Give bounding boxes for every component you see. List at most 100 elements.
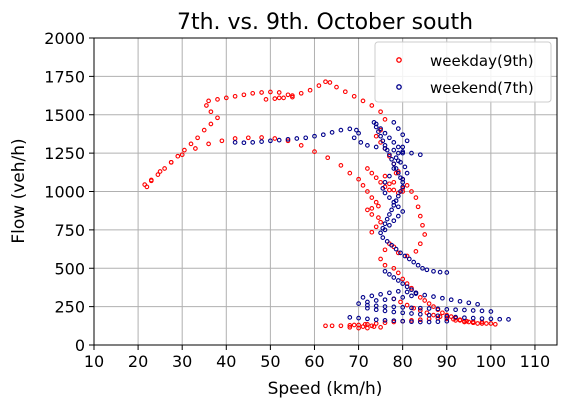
data-point bbox=[391, 275, 397, 280]
legend-label-weekday: weekday(9th) bbox=[430, 52, 534, 70]
data-point bbox=[320, 132, 326, 138]
data-point bbox=[395, 144, 401, 150]
data-point bbox=[155, 172, 161, 177]
data-point bbox=[393, 155, 399, 161]
data-point bbox=[453, 314, 458, 320]
data-point bbox=[323, 79, 328, 85]
data-point bbox=[259, 139, 264, 144]
data-point bbox=[409, 319, 414, 325]
data-point bbox=[404, 138, 410, 144]
data-point bbox=[440, 310, 445, 316]
data-point bbox=[380, 235, 386, 240]
data-point bbox=[431, 268, 436, 274]
data-point bbox=[356, 176, 361, 182]
data-point bbox=[398, 189, 403, 194]
data-point bbox=[402, 164, 408, 170]
x-tick-label: 50 bbox=[260, 352, 280, 371]
x-tick-label: 110 bbox=[520, 352, 551, 371]
data-point bbox=[387, 173, 392, 179]
data-point bbox=[373, 298, 379, 303]
data-point bbox=[232, 136, 238, 141]
data-point bbox=[351, 135, 357, 141]
x-axis-label: Speed (km/h) bbox=[268, 379, 383, 399]
data-point bbox=[272, 136, 278, 141]
data-point bbox=[466, 300, 472, 306]
data-point bbox=[338, 163, 344, 168]
data-point bbox=[479, 308, 485, 314]
data-point bbox=[464, 318, 469, 324]
data-point bbox=[369, 170, 375, 176]
data-point bbox=[365, 305, 370, 311]
data-point bbox=[424, 267, 430, 273]
data-point bbox=[395, 126, 401, 131]
data-point bbox=[329, 130, 335, 135]
data-point bbox=[382, 221, 388, 227]
data-point bbox=[426, 301, 432, 306]
data-point bbox=[215, 115, 220, 121]
data-point bbox=[259, 90, 264, 95]
data-point bbox=[188, 141, 194, 147]
data-point bbox=[354, 127, 359, 133]
data-point bbox=[453, 307, 458, 313]
data-point bbox=[272, 96, 278, 101]
data-point bbox=[376, 215, 381, 220]
x-tick-label: 100 bbox=[476, 352, 507, 371]
data-point bbox=[404, 170, 410, 176]
data-point bbox=[400, 295, 406, 300]
data-point bbox=[413, 249, 419, 254]
data-point bbox=[298, 143, 304, 148]
data-point bbox=[259, 135, 264, 140]
data-point bbox=[395, 270, 401, 276]
data-point bbox=[219, 138, 225, 144]
data-point bbox=[475, 321, 480, 326]
data-point bbox=[431, 294, 436, 299]
data-point bbox=[404, 289, 410, 295]
data-point bbox=[409, 287, 414, 293]
y-tick-label: 750 bbox=[54, 221, 85, 240]
data-point bbox=[437, 269, 443, 275]
data-point bbox=[506, 317, 511, 322]
data-point bbox=[347, 323, 353, 328]
legend: weekday(9th) weekend(7th) bbox=[374, 41, 552, 103]
data-point bbox=[488, 321, 494, 326]
data-point bbox=[162, 166, 167, 171]
data-point bbox=[444, 318, 450, 324]
data-point bbox=[417, 317, 423, 323]
data-point bbox=[382, 268, 388, 274]
data-point bbox=[415, 204, 421, 210]
data-point bbox=[384, 147, 390, 153]
data-point bbox=[426, 306, 432, 311]
data-point bbox=[395, 150, 401, 156]
data-point bbox=[400, 281, 406, 286]
data-point bbox=[400, 310, 406, 316]
data-point bbox=[391, 179, 397, 185]
data-point bbox=[391, 120, 397, 125]
data-point bbox=[142, 182, 148, 187]
data-point bbox=[492, 321, 498, 327]
data-point bbox=[373, 224, 379, 230]
data-point bbox=[402, 253, 408, 259]
data-point bbox=[351, 93, 357, 99]
data-point bbox=[404, 284, 410, 290]
data-point bbox=[387, 152, 392, 158]
x-tick-label: 30 bbox=[172, 352, 192, 371]
data-point bbox=[241, 92, 247, 98]
data-point bbox=[360, 295, 366, 300]
data-point bbox=[387, 222, 392, 228]
data-point bbox=[369, 212, 375, 217]
data-point bbox=[417, 311, 423, 317]
data-point bbox=[378, 126, 383, 131]
data-point bbox=[391, 161, 397, 167]
data-point bbox=[362, 321, 368, 327]
data-point bbox=[462, 315, 467, 321]
data-point bbox=[281, 95, 286, 101]
data-point bbox=[369, 195, 375, 200]
data-point bbox=[373, 303, 379, 309]
data-point bbox=[369, 206, 375, 211]
data-point bbox=[484, 321, 489, 326]
data-point bbox=[369, 293, 375, 299]
y-tick-label: 2000 bbox=[44, 29, 85, 48]
data-point bbox=[204, 103, 209, 108]
data-point bbox=[365, 325, 370, 331]
data-point bbox=[398, 250, 403, 256]
